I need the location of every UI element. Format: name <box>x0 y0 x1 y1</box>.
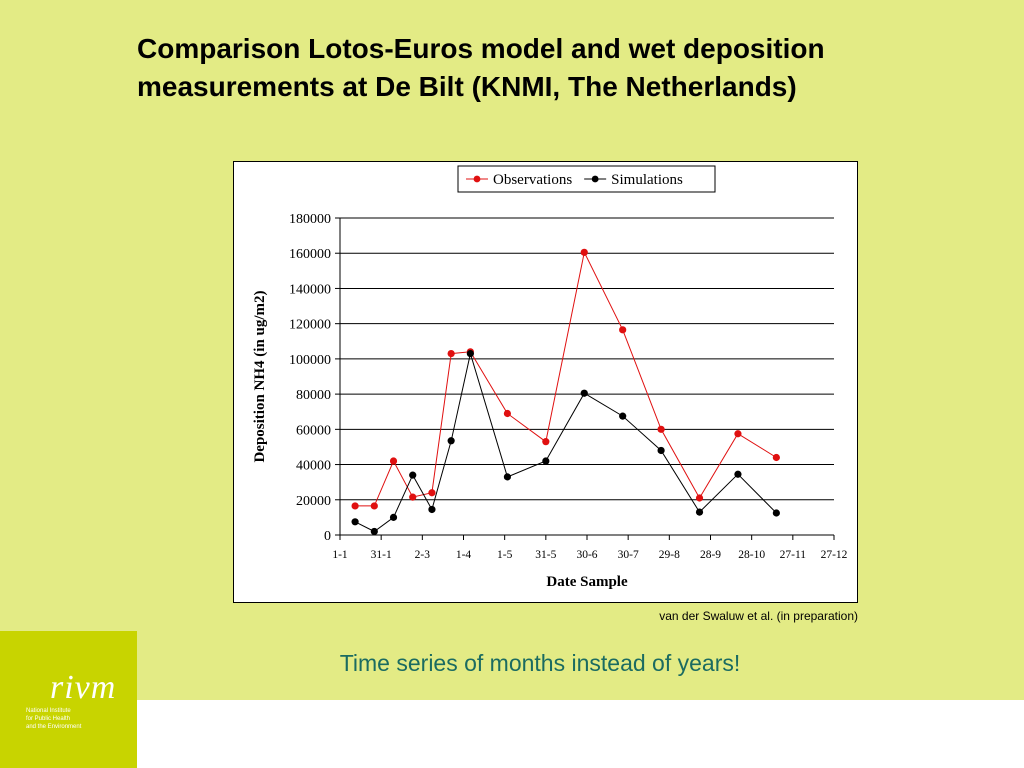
y-tick-label: 80000 <box>296 388 331 403</box>
data-point <box>542 438 550 446</box>
deposition-chart: 0 20000 40000 60000 80000 100000 120000 140000 1… <box>252 165 848 590</box>
data-point <box>734 430 742 438</box>
data-point <box>772 453 780 462</box>
data-point <box>657 425 665 433</box>
logo-subtitle-line: and the Environment <box>26 724 82 730</box>
x-tick-label: 1-4 <box>456 549 472 561</box>
data-point <box>772 509 780 517</box>
slide-title: Comparison Lotos-Euros model and wet dep… <box>137 33 825 102</box>
series-line <box>355 250 777 507</box>
x-tick-label: 29-8 <box>659 549 680 561</box>
x-tick-label: 1-1 <box>332 549 348 561</box>
data-point <box>695 494 704 502</box>
legend-marker <box>473 175 481 183</box>
x-tick-label: 1-5 <box>497 549 513 561</box>
y-axis-title: Deposition NH4 (in ug/m2) <box>252 290 268 462</box>
data-point <box>503 473 512 481</box>
logo-subtitle: National Institute for Public Health and… <box>26 707 81 731</box>
chart-frame: 0 20000 40000 60000 80000 100000 120000 140000 1… <box>233 161 858 603</box>
logo-subtitle-line: for Public Health <box>26 716 71 722</box>
data-point <box>409 471 417 479</box>
data-point <box>580 389 588 397</box>
rivm-logo: rivm National Institute for Public Healt… <box>0 631 137 768</box>
data-point <box>734 470 742 478</box>
y-tick-label: 40000 <box>296 459 331 474</box>
data-point <box>466 350 474 358</box>
y-tick-label: 120000 <box>289 318 331 333</box>
data-point <box>370 502 378 510</box>
series-line <box>354 351 777 533</box>
data-point <box>695 508 704 516</box>
data-point <box>619 326 627 334</box>
x-tick-label: 30-7 <box>618 549 639 561</box>
data-point <box>580 248 588 256</box>
x-tick-label: 31-5 <box>535 549 556 561</box>
source-citation: van der Swaluw et al. (in preparation) <box>659 609 858 623</box>
data-point <box>409 493 417 501</box>
y-tick-label: 0 <box>324 529 331 544</box>
x-tick-label: 27-12 <box>821 549 848 561</box>
y-tick-label: 20000 <box>296 494 331 509</box>
x-tick-label: 31-1 <box>371 549 392 561</box>
x-tick-label: 27-11 <box>780 549 807 561</box>
data-point <box>447 350 455 358</box>
logo-wordmark: rivm <box>50 669 117 706</box>
data-point <box>542 457 550 465</box>
slide-caption: Time series of months instead of years! <box>339 650 741 676</box>
x-tick-label: 28-9 <box>700 549 721 561</box>
data-point <box>370 527 378 536</box>
x-tick-label: 30-6 <box>576 549 597 561</box>
y-tick-label: 100000 <box>289 353 331 368</box>
data-point <box>389 457 398 465</box>
data-point <box>389 513 398 521</box>
data-point <box>351 518 359 526</box>
x-tick-label: 28-10 <box>738 549 765 561</box>
data-point <box>619 412 627 420</box>
legend-label: Simulations <box>611 172 683 188</box>
data-point <box>447 437 455 445</box>
y-tick-label: 180000 <box>289 212 331 227</box>
data-point <box>351 502 359 510</box>
y-tick-label: 140000 <box>289 282 331 297</box>
logo-subtitle-line: National Institute <box>26 708 71 714</box>
footer-band <box>0 700 1024 768</box>
x-axis-title: Date Sample <box>546 574 628 590</box>
data-point <box>503 409 512 418</box>
y-tick-label: 60000 <box>296 423 331 438</box>
y-tick-label: 160000 <box>289 247 331 262</box>
legend-label: Observations <box>493 172 572 188</box>
data-point <box>428 505 436 514</box>
data-point <box>657 446 665 455</box>
legend-marker <box>591 175 599 183</box>
x-tick-label: 2-3 <box>415 549 431 561</box>
data-point <box>428 489 436 497</box>
